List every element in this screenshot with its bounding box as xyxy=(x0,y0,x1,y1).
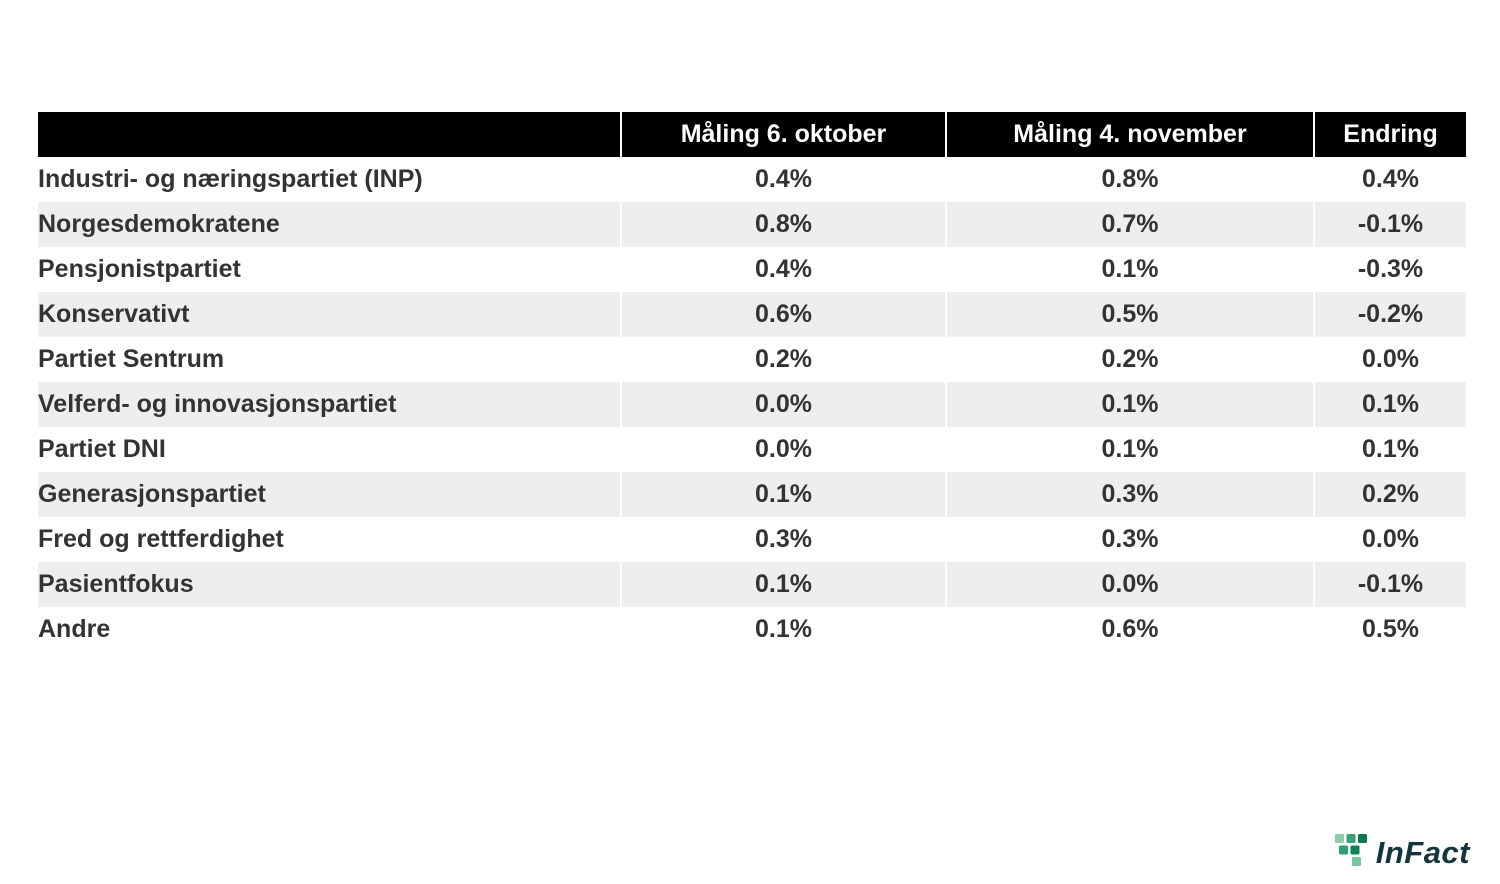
october-value-cell: 0.1% xyxy=(620,472,946,517)
table-row: Konservativt 0.6% 0.5% -0.2% xyxy=(38,292,1466,337)
table-row: Partiet DNI 0.0% 0.1% 0.1% xyxy=(38,427,1466,472)
november-value-cell: 0.5% xyxy=(945,292,1314,337)
october-value-cell: 0.6% xyxy=(620,292,946,337)
november-value-cell: 0.2% xyxy=(945,337,1314,382)
infact-pixel-icon xyxy=(1334,834,1367,866)
october-value-cell: 0.4% xyxy=(620,157,946,202)
change-value-cell: 0.2% xyxy=(1313,472,1466,517)
party-name-cell: Pasientfokus xyxy=(38,562,621,607)
table-row: Andre 0.1% 0.6% 0.5% xyxy=(38,607,1466,652)
party-name-cell: Industri- og næringspartiet (INP) xyxy=(38,165,423,193)
november-value-cell: 0.1% xyxy=(945,247,1314,292)
table-row: Pensjonistpartiet 0.4% 0.1% -0.3% xyxy=(38,247,1466,292)
change-value-cell: 0.1% xyxy=(1313,427,1466,472)
change-value-cell: 0.0% xyxy=(1313,337,1466,382)
october-value-cell: 0.8% xyxy=(620,202,946,247)
party-column-header xyxy=(38,112,621,157)
october-value-cell: 0.4% xyxy=(620,247,946,292)
infact-logo: InFact xyxy=(1334,834,1470,871)
poll-table: Måling 6. oktober Måling 4. november End… xyxy=(38,112,1466,652)
november-value-cell: 0.6% xyxy=(945,607,1314,652)
change-column-header: Endring xyxy=(1313,112,1466,157)
party-name-cell: Fred og rettferdighet xyxy=(38,525,284,553)
change-value-cell: -0.1% xyxy=(1313,202,1466,247)
october-value-cell: 0.1% xyxy=(620,607,946,652)
party-name-cell: Generasjonspartiet xyxy=(38,472,621,517)
table-row: Generasjonspartiet 0.1% 0.3% 0.2% xyxy=(38,472,1466,517)
change-value-cell: 0.5% xyxy=(1313,607,1466,652)
change-value-cell: 0.4% xyxy=(1313,157,1466,202)
party-name-cell: Andre xyxy=(38,615,111,643)
change-value-cell: 0.1% xyxy=(1313,382,1466,427)
party-name-cell: Partiet Sentrum xyxy=(38,345,225,373)
change-value-cell: -0.1% xyxy=(1313,562,1466,607)
change-value-cell: -0.3% xyxy=(1313,247,1466,292)
october-value-cell: 0.2% xyxy=(620,337,946,382)
table-row: Partiet Sentrum 0.2% 0.2% 0.0% xyxy=(38,337,1466,382)
change-value-cell: 0.0% xyxy=(1313,517,1466,562)
november-value-cell: 0.1% xyxy=(945,382,1314,427)
november-value-cell: 0.3% xyxy=(945,472,1314,517)
infact-logo-text: InFact xyxy=(1375,835,1470,870)
november-value-cell: 0.0% xyxy=(945,562,1314,607)
october-value-cell: 0.1% xyxy=(620,562,946,607)
table-row: Velferd- og innovasjonspartiet 0.0% 0.1%… xyxy=(38,382,1466,427)
party-name-cell: Velferd- og innovasjonspartiet xyxy=(38,382,621,427)
party-name-cell: Konservativt xyxy=(38,292,621,337)
november-value-cell: 0.3% xyxy=(945,517,1314,562)
table-row: Industri- og næringspartiet (INP) 0.4% 0… xyxy=(38,157,1466,202)
party-name-cell: Pensjonistpartiet xyxy=(38,255,241,283)
october-value-cell: 0.3% xyxy=(620,517,946,562)
table-header-row: Måling 6. oktober Måling 4. november End… xyxy=(38,112,1466,157)
party-name-cell: Norgesdemokratene xyxy=(38,202,621,247)
poll-table-container: Måling 6. oktober Måling 4. november End… xyxy=(38,112,1466,652)
november-poll-column-header: Måling 4. november xyxy=(945,112,1314,157)
table-row: Fred og rettferdighet 0.3% 0.3% 0.0% xyxy=(38,517,1466,562)
table-header: Måling 6. oktober Måling 4. november End… xyxy=(38,112,1466,157)
change-value-cell: -0.2% xyxy=(1313,292,1466,337)
october-value-cell: 0.0% xyxy=(620,427,946,472)
table-body: Industri- og næringspartiet (INP) 0.4% 0… xyxy=(38,157,1466,652)
november-value-cell: 0.1% xyxy=(945,427,1314,472)
table-row: Pasientfokus 0.1% 0.0% -0.1% xyxy=(38,562,1466,607)
november-value-cell: 0.8% xyxy=(945,157,1314,202)
party-name-cell: Partiet DNI xyxy=(38,435,166,463)
october-value-cell: 0.0% xyxy=(620,382,946,427)
table-row: Norgesdemokratene 0.8% 0.7% -0.1% xyxy=(38,202,1466,247)
november-value-cell: 0.7% xyxy=(945,202,1314,247)
october-poll-column-header: Måling 6. oktober xyxy=(620,112,946,157)
